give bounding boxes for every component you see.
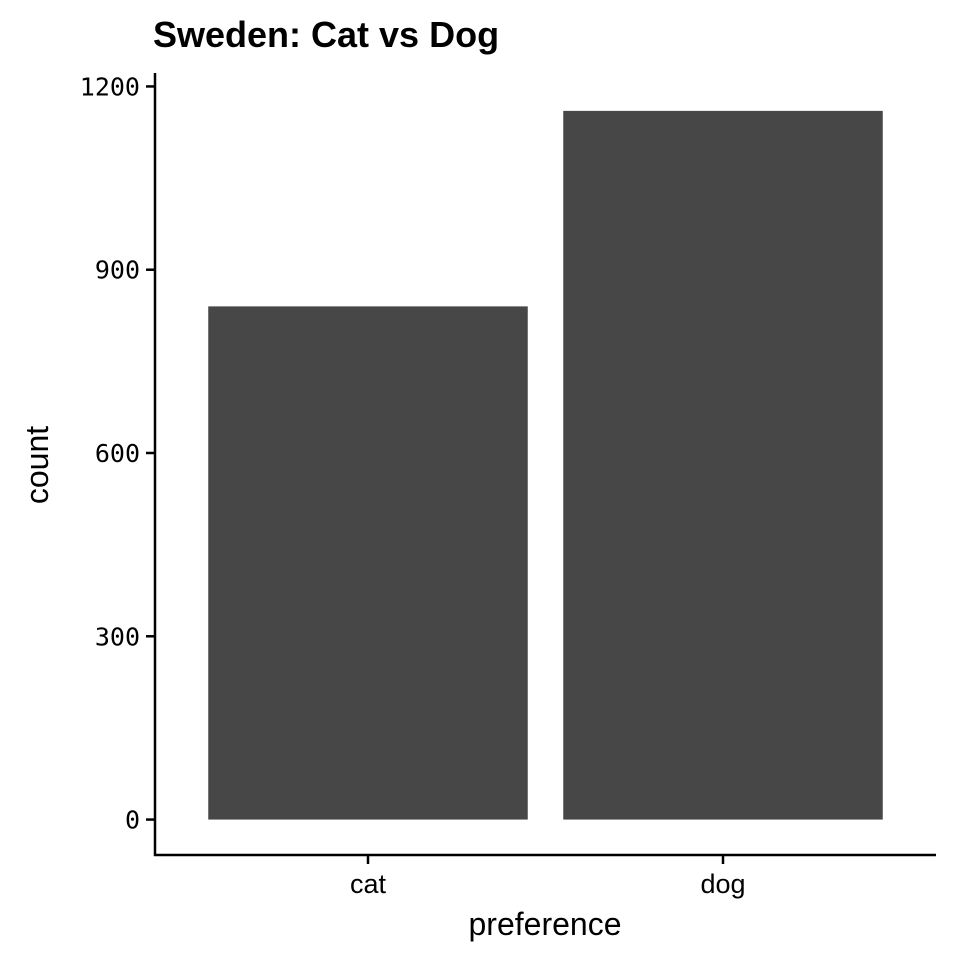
bars (208, 110, 883, 820)
x-tick-label-cat: cat (350, 869, 387, 899)
y-axis-ticks: 0 300 600 900 1200 (80, 72, 155, 835)
bar-cat (208, 306, 528, 820)
chart-title: Sweden: Cat vs Dog (153, 14, 499, 55)
y-tick-label: 900 (95, 256, 140, 285)
y-tick-label: 1200 (80, 72, 140, 101)
y-axis-title: count (19, 426, 55, 504)
x-axis-ticks: cat dog (350, 855, 746, 899)
y-tick-label: 600 (95, 439, 140, 468)
x-axis-title: preference (469, 906, 622, 942)
x-tick-label-dog: dog (700, 869, 745, 899)
bar-dog (563, 110, 883, 820)
y-tick-label: 300 (95, 622, 140, 651)
y-tick-label: 0 (125, 806, 140, 835)
